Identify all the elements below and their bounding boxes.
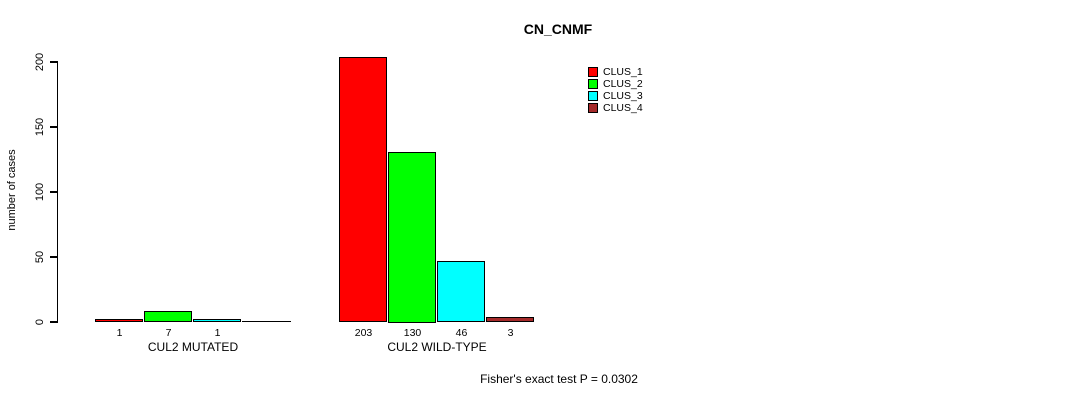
bar-value-label: 7 [165,327,172,339]
chart-title: CN_CNMF [523,21,593,37]
legend-item: CLUS_3 [588,90,643,102]
y-axis-label: number of cases [6,149,18,231]
legend-label: CLUS_2 [603,78,643,90]
y-tick [50,256,57,258]
bar [486,316,534,323]
legend-item: CLUS_1 [588,66,643,78]
bar-value-label: 1 [214,327,221,339]
bar [388,151,436,323]
y-tick-label: 50 [34,250,46,264]
legend-swatch [588,91,598,101]
bar [242,320,291,322]
legend: CLUS_1 CLUS_2 CLUS_3 CLUS_4 [588,66,643,114]
legend-item: CLUS_4 [588,102,643,114]
bar-value-label: 46 [455,327,468,339]
y-tick [50,321,57,323]
bar [339,56,387,323]
group-label: CUL2 WILD-TYPE [387,340,487,354]
legend-swatch [588,103,598,113]
bar [437,260,485,323]
y-tick [50,191,57,193]
legend-label: CLUS_4 [603,102,643,114]
y-tick-label: 150 [34,117,46,137]
y-axis-line [56,61,58,323]
fisher-test-annotation: Fisher's exact test P = 0.0302 [480,372,638,386]
bar-value-label: 130 [403,327,422,339]
bar [144,311,192,323]
legend-label: CLUS_3 [603,90,643,102]
bar-value-label: 1 [116,327,123,339]
bar [95,319,143,323]
legend-swatch [588,79,598,89]
legend-item: CLUS_2 [588,78,643,90]
bar [193,319,241,323]
bar-value-label: 203 [354,327,373,339]
y-tick [50,126,57,128]
bar-value-label: 3 [507,327,514,339]
legend-swatch [588,67,598,77]
y-tick-label: 0 [34,318,46,326]
y-tick-label: 200 [34,52,46,72]
group-label: CUL2 MUTATED [147,340,239,354]
legend-label: CLUS_1 [603,66,643,78]
y-tick-label: 100 [34,182,46,202]
y-tick [50,61,57,63]
